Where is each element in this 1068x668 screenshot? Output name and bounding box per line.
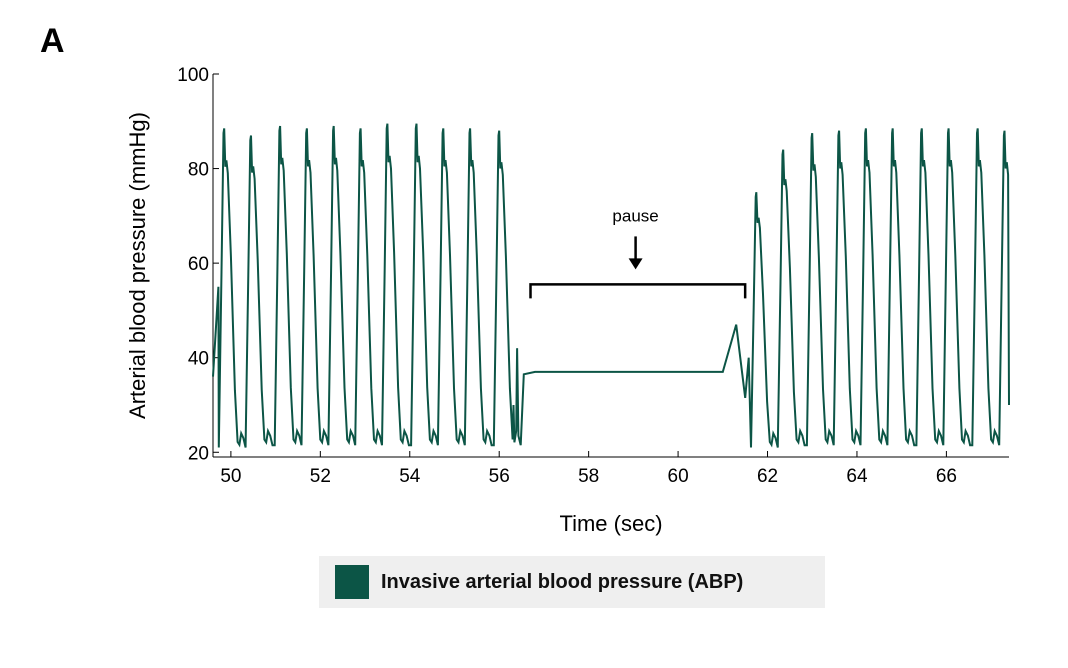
x-tick-label: 60 <box>668 466 689 487</box>
pause-bracket <box>529 283 747 299</box>
x-tick-label: 56 <box>489 466 510 487</box>
panel-label: A <box>40 22 65 60</box>
y-tick-label: 60 <box>188 254 209 275</box>
pause-arrow-head <box>628 258 643 270</box>
y-axis-title: Arterial blood pressure (mmHg) <box>125 112 150 419</box>
x-tick-label: 50 <box>220 466 241 487</box>
chart-annotations: pause <box>529 206 747 299</box>
legend-swatch <box>335 565 369 599</box>
chart-axes <box>212 74 1009 458</box>
y-tick-label: 80 <box>188 160 209 181</box>
x-axis-title: Time (sec) <box>559 511 662 536</box>
y-tick-label: 40 <box>188 349 209 370</box>
y-tick-label: 100 <box>177 65 209 86</box>
abp-series-line <box>212 123 1010 448</box>
y-tick-label: 20 <box>188 443 209 464</box>
pause-label: pause <box>612 206 658 225</box>
x-tick-label: 54 <box>399 466 421 487</box>
x-tick-label: 52 <box>310 466 331 487</box>
x-tick-label: 58 <box>578 466 599 487</box>
chart-legend: Invasive arterial blood pressure (ABP) <box>319 556 825 608</box>
x-tick-label: 62 <box>757 466 778 487</box>
x-tick-label: 64 <box>846 466 868 487</box>
x-tick-label: 66 <box>936 466 957 487</box>
axis-ticks: 50 52 54 56 58 60 62 64 66 20 40 60 80 100 <box>177 65 957 487</box>
legend-label: Invasive arterial blood pressure (ABP) <box>381 570 744 593</box>
